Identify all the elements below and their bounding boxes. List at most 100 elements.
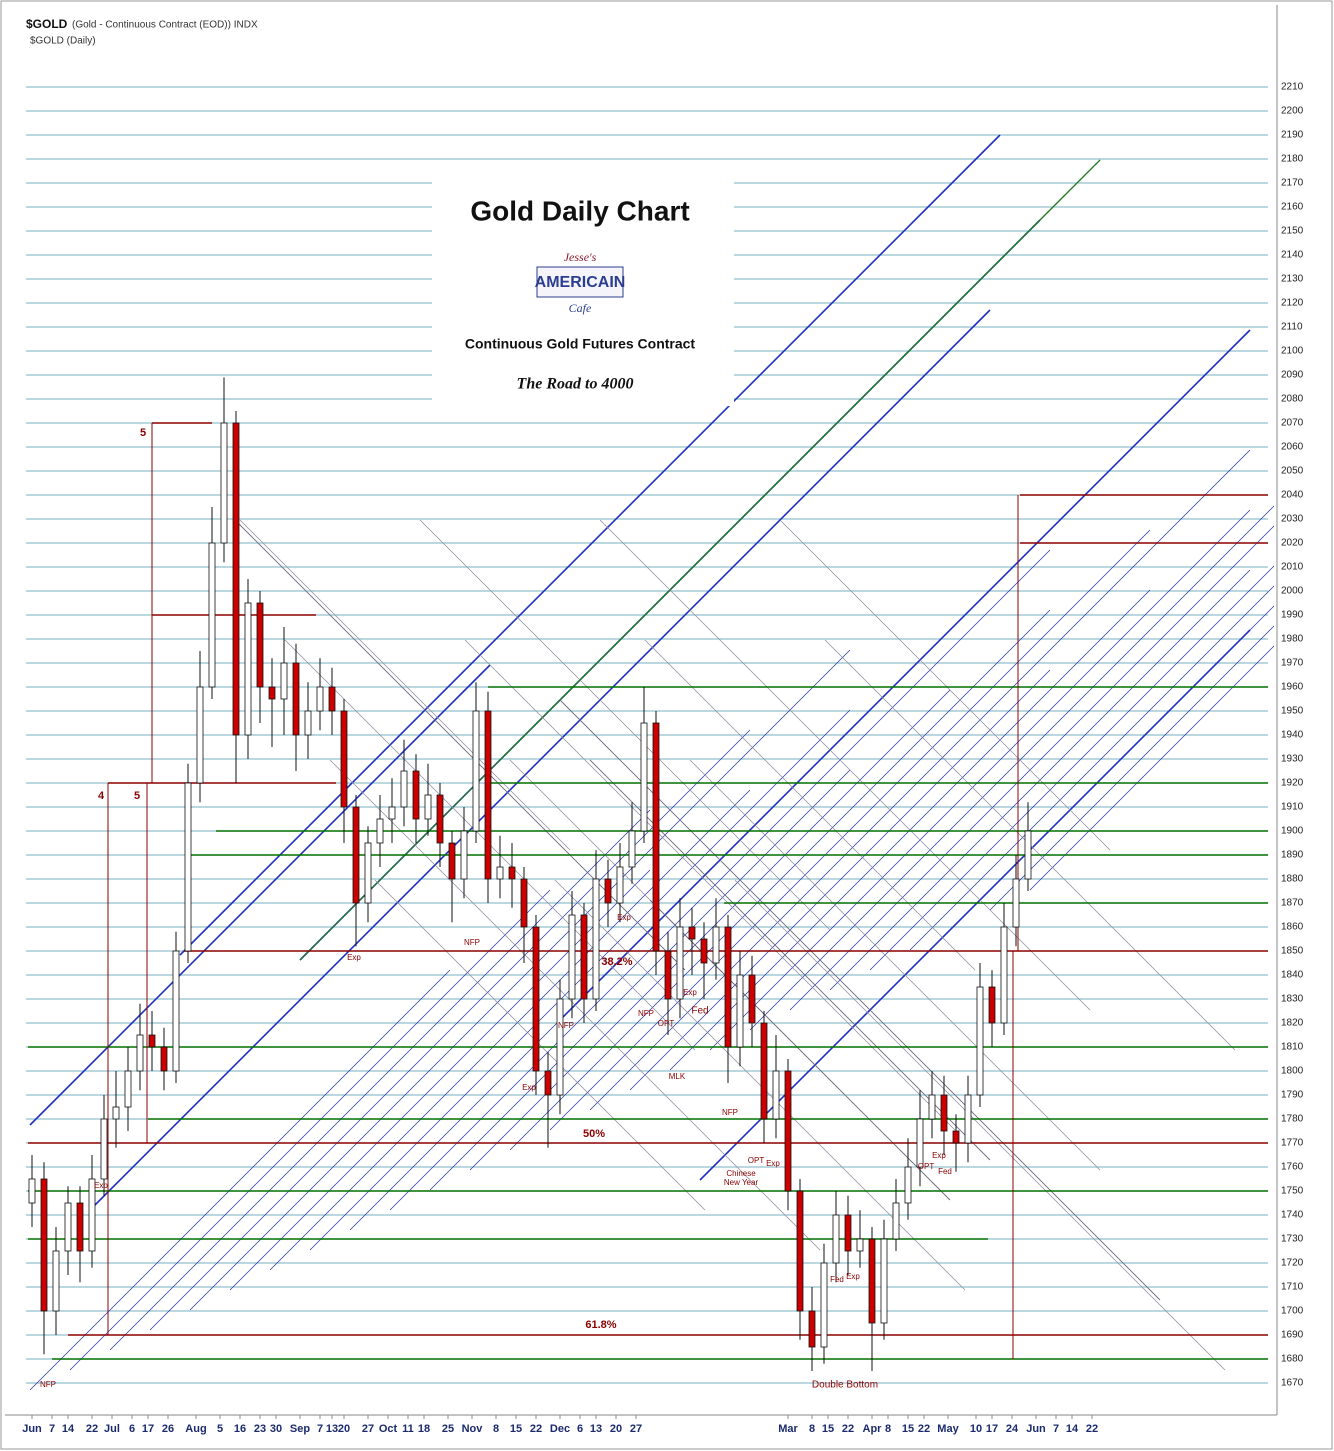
x-tick-label: Apr [863, 1423, 883, 1435]
candle-body [400, 770, 408, 808]
trendline [69, 889, 551, 1371]
trendline [789, 525, 1274, 1011]
candle-body [136, 1034, 144, 1072]
annotation: Exp [347, 953, 361, 962]
candle-body [376, 818, 384, 844]
trendline [269, 789, 751, 1271]
candle-body [988, 986, 996, 1024]
candle-body [916, 1118, 924, 1168]
verticals [107, 423, 1019, 1359]
y-tick-label: 1710 [1281, 1282, 1304, 1293]
x-tick-label: 20 [338, 1423, 350, 1435]
trendline [29, 664, 491, 1126]
trendline [329, 759, 821, 1251]
candle-body [1024, 830, 1032, 880]
candle-body [52, 1250, 60, 1312]
candle-body [940, 1094, 948, 1132]
candle-body [532, 926, 540, 1072]
candle-body [448, 842, 456, 880]
annotation: 61.8% [585, 1319, 616, 1331]
y-tick-label: 1740 [1281, 1210, 1304, 1221]
y-tick-label: 2030 [1281, 514, 1304, 525]
y-tick-label: 2040 [1281, 490, 1304, 501]
candle-body [124, 1070, 132, 1108]
candle-body [100, 1118, 108, 1180]
y-tick-label: 1680 [1281, 1354, 1304, 1365]
x-tick-label: Nov [462, 1423, 484, 1435]
candle-body [556, 998, 564, 1096]
trendline [689, 759, 1101, 1171]
candle-body [460, 830, 468, 880]
x-tick-label: 22 [918, 1423, 930, 1435]
trendline [649, 899, 951, 1201]
y-tick-label: 1960 [1281, 682, 1304, 693]
candle-body [892, 1202, 900, 1240]
annotation: Double Bottom [812, 1380, 878, 1391]
candle-body [808, 1310, 816, 1348]
candle-body [496, 866, 504, 880]
annotation: OPT [748, 1156, 765, 1165]
x-tick-label: 22 [1086, 1423, 1098, 1435]
candle-body [436, 794, 444, 844]
y-tick-label: 2000 [1281, 586, 1304, 597]
y-tick-label: 1890 [1281, 850, 1304, 861]
y-tick-label: 1830 [1281, 994, 1304, 1005]
x-tick-label: 30 [270, 1423, 282, 1435]
candle-body [868, 1238, 876, 1324]
candle-body [1000, 926, 1008, 1024]
logo-bottom: Cafe [569, 301, 592, 315]
x-tick-label: 7 [317, 1423, 323, 1435]
candle-body [592, 878, 600, 1000]
trendline [29, 969, 451, 1391]
chart-title: Gold Daily Chart [470, 195, 689, 226]
candle-body [148, 1034, 156, 1048]
x-tick-label: 25 [442, 1423, 454, 1435]
y-tick-label: 1670 [1281, 1378, 1304, 1389]
candle-body [388, 806, 396, 820]
candle-body [964, 1094, 972, 1144]
candle-body [736, 974, 744, 1048]
candle-body [280, 662, 288, 700]
annotation: Exp [617, 913, 631, 922]
x-tick-label: Dec [550, 1423, 570, 1435]
y-tick-label: 2160 [1281, 202, 1304, 213]
candle-body [160, 1046, 168, 1072]
annotation: New Year [724, 1178, 759, 1187]
annotation: 5 [134, 790, 140, 802]
candle-body [304, 710, 312, 736]
trendline [749, 505, 1274, 1031]
x-tick-label: 20 [610, 1423, 622, 1435]
trendline [779, 519, 1111, 851]
trendline [419, 519, 831, 931]
trendline [909, 585, 1274, 951]
header-period: $GOLD (Daily) [30, 36, 96, 47]
annotation: Fed [938, 1167, 952, 1176]
y-tick-label: 2050 [1281, 466, 1304, 477]
x-tick-label: Mar [778, 1423, 798, 1435]
candle-body [748, 974, 756, 1024]
candle-body [76, 1202, 84, 1252]
y-tick-label: 1690 [1281, 1330, 1304, 1341]
y-tick-label: 1720 [1281, 1258, 1304, 1269]
y-tick-label: 2150 [1281, 226, 1304, 237]
annotation: Fed [830, 1275, 844, 1284]
x-tick-label: May [937, 1423, 959, 1435]
header-detail: (Gold - Continuous Contract (EOD)) INDX [72, 20, 258, 31]
candle-body [844, 1214, 852, 1252]
y-tick-label: 1800 [1281, 1066, 1304, 1077]
annotation: Exp [522, 1083, 536, 1092]
candle-body [364, 842, 372, 904]
y-tick-label: 2210 [1281, 82, 1304, 93]
candle-body [256, 602, 264, 688]
logo-band [536, 266, 624, 298]
y-tick-label: 1750 [1281, 1186, 1304, 1197]
annotation: OPT [658, 1019, 675, 1028]
trendline [699, 629, 1251, 1181]
x-tick-label: 7 [49, 1423, 55, 1435]
candle-body [424, 794, 432, 820]
x-tick-label: 8 [809, 1423, 815, 1435]
y-tick-label: 2170 [1281, 178, 1304, 189]
candle-body [172, 950, 180, 1072]
y-tick-label: 2060 [1281, 442, 1304, 453]
candle-body [976, 986, 984, 1096]
